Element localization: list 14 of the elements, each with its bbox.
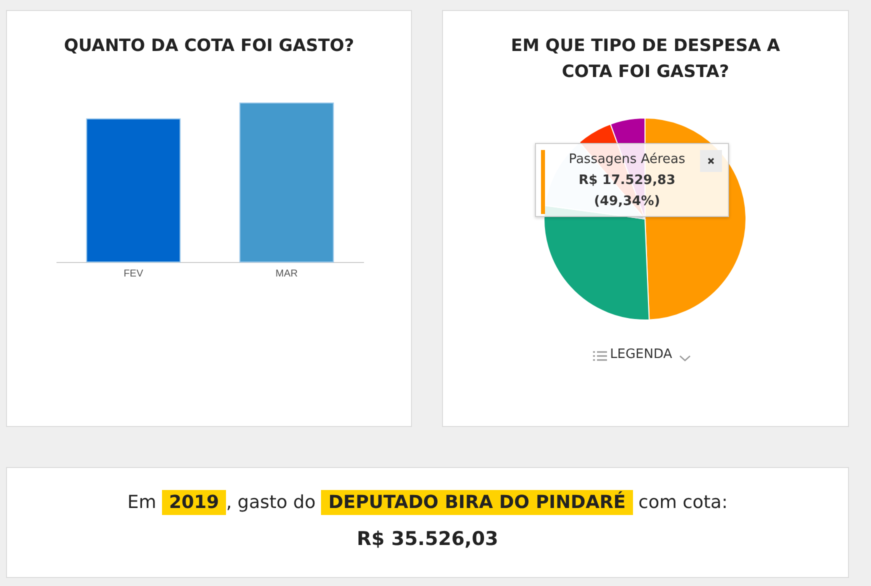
- chart-title: QUANTO DA COTA FOI GASTO?: [62, 35, 356, 58]
- text: Passagens Aéreas: [568, 152, 686, 167]
- text: com cota:: [638, 492, 728, 513]
- text: R$ 35.526,03: [356, 528, 500, 550]
- x-tick-label: FEV: [124, 268, 144, 280]
- chart-title: EM QUE TIPO DE DESPESA A COTA FOI GASTA?: [510, 35, 782, 84]
- text: (49,34%): [592, 194, 662, 209]
- x-tick-label: MAR: [276, 268, 298, 280]
- text: , gasto do: [226, 492, 316, 513]
- text: 2019: [162, 490, 226, 515]
- text: R$ 17.529,83: [578, 173, 676, 188]
- text: Em: [127, 492, 156, 513]
- text: LEGENDA: [610, 347, 672, 362]
- text: DEPUTADO BIRA DO PINDARÉ: [321, 490, 633, 515]
